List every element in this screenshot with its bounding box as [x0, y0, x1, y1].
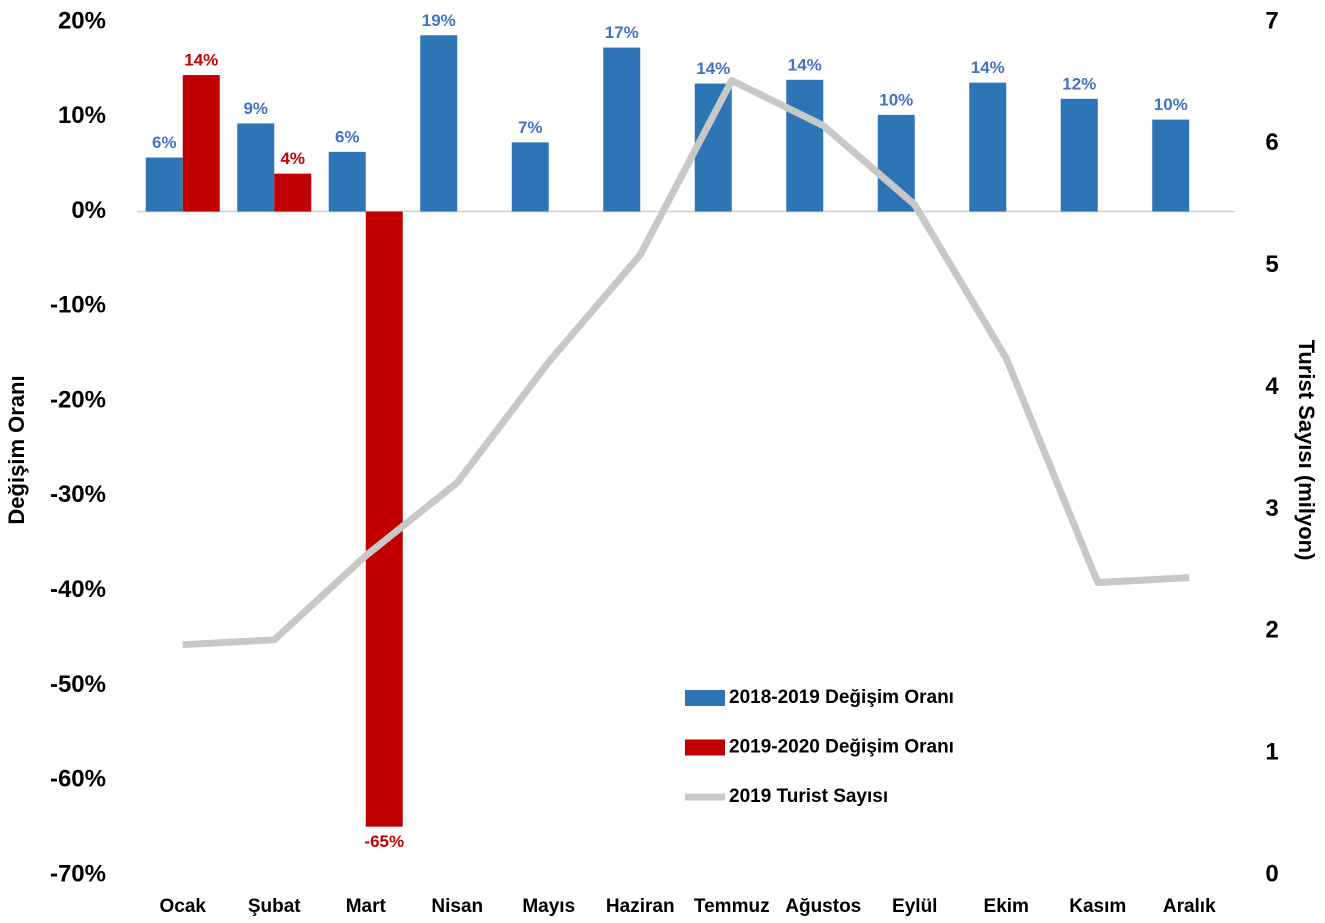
- y2-tick-label: 4: [1265, 373, 1279, 400]
- bar: [511, 142, 549, 212]
- bar: [365, 211, 403, 827]
- bar: [274, 173, 312, 212]
- x-tick-label: Mayıs: [522, 896, 575, 917]
- bar: [420, 35, 458, 212]
- y2-tick-label: 5: [1265, 251, 1278, 278]
- bar: [145, 157, 183, 212]
- y-tick-label: 0%: [71, 197, 106, 224]
- y2-tick-label: 2: [1265, 617, 1278, 644]
- line: [182, 76, 1190, 649]
- bar: [1060, 98, 1098, 212]
- x-tick-label: Temmuz: [694, 896, 770, 917]
- y-axis-title: Değişim Oranı: [4, 375, 29, 524]
- value-label: 7%: [518, 118, 543, 137]
- y-tick-label: 10%: [58, 102, 106, 129]
- x-tick-label: Kasım: [1069, 896, 1126, 917]
- y-tick-label: -70%: [50, 860, 106, 887]
- value-label: 10%: [879, 90, 913, 109]
- x-tick-label: Aralık: [1163, 896, 1216, 917]
- value-label: 9%: [243, 99, 268, 118]
- x-tick-label: Eylül: [892, 896, 937, 917]
- y-tick-label: -10%: [50, 292, 106, 319]
- bar: [182, 75, 220, 212]
- y-tick-label: -40%: [50, 576, 106, 603]
- x-tick-label: Nisan: [431, 896, 483, 917]
- y2-tick-label: 3: [1265, 495, 1278, 522]
- y-tick-label: -30%: [50, 481, 106, 508]
- bar: [1152, 119, 1190, 212]
- y2-tick-label: 1: [1265, 738, 1278, 765]
- bar: [786, 79, 824, 212]
- value-label: -65%: [364, 832, 404, 851]
- bar: [694, 83, 732, 212]
- y-tick-label: -60%: [50, 766, 106, 793]
- value-label: 19%: [422, 11, 456, 30]
- value-label: 6%: [335, 127, 360, 146]
- value-label: 17%: [605, 23, 639, 42]
- x-tick-label: Mart: [346, 896, 387, 917]
- legend-label: 2019-2020 Değişim Oranı: [729, 737, 954, 758]
- value-label: 14%: [971, 58, 1005, 77]
- value-label: 14%: [184, 51, 218, 70]
- value-label: 10%: [1154, 95, 1188, 114]
- x-tick-label: Şubat: [248, 896, 301, 917]
- x-tick-label: Ocak: [160, 896, 207, 917]
- x-tick-label: Haziran: [606, 896, 675, 917]
- x-tick-label: Ağustos: [785, 896, 861, 917]
- y2-tick-label: 7: [1265, 7, 1278, 34]
- y-tick-label: 20%: [58, 7, 106, 34]
- legend-swatch: [685, 739, 725, 756]
- x-tick-label: Ekim: [984, 896, 1029, 917]
- y2-tick-label: 0: [1265, 860, 1278, 887]
- legend-label: 2019 Turist Sayısı: [729, 786, 888, 807]
- legend-label: 2018-2019 Değişim Oranı: [729, 687, 954, 708]
- value-label: 14%: [696, 59, 730, 78]
- value-label: 12%: [1062, 74, 1096, 93]
- bar: [237, 123, 275, 212]
- value-label: 6%: [152, 133, 177, 152]
- value-label: 4%: [280, 149, 305, 168]
- value-label: 14%: [788, 55, 822, 74]
- y-tick-label: -20%: [50, 386, 106, 413]
- y2-tick-label: 6: [1265, 129, 1278, 156]
- legend-swatch: [685, 690, 725, 706]
- bar: [328, 151, 366, 212]
- y2-axis-title: Turist Sayısı (milyon): [1294, 340, 1319, 561]
- y-tick-label: -50%: [50, 671, 106, 698]
- bar: [969, 82, 1007, 212]
- bar: [603, 47, 641, 212]
